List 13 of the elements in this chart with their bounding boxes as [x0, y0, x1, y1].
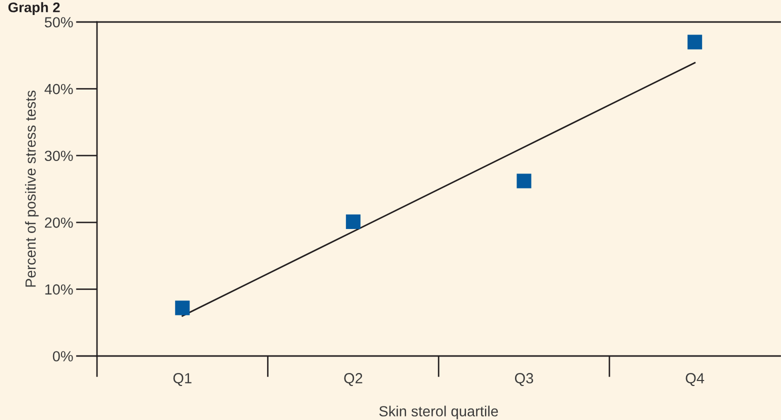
- x-tick-label: Q4: [686, 373, 704, 386]
- y-tick-label: 0%: [52, 351, 73, 362]
- y-axis-title: Percent of positive stress tests: [25, 90, 39, 287]
- y-tick-label: 10%: [45, 284, 73, 295]
- chart-title: Graph 2: [8, 2, 60, 16]
- y-tick-label: 40%: [44, 84, 73, 94]
- y-tick-label: 30%: [44, 150, 73, 162]
- y-tick-label: 50%: [44, 17, 73, 28]
- x-tick-label: Q2: [344, 373, 362, 386]
- x-axis-title: Skin sterol quartile: [379, 406, 498, 420]
- x-tick-label: Q3: [514, 373, 534, 386]
- y-tick-label: 20%: [44, 218, 73, 228]
- x-tick-label: Q1: [173, 373, 192, 386]
